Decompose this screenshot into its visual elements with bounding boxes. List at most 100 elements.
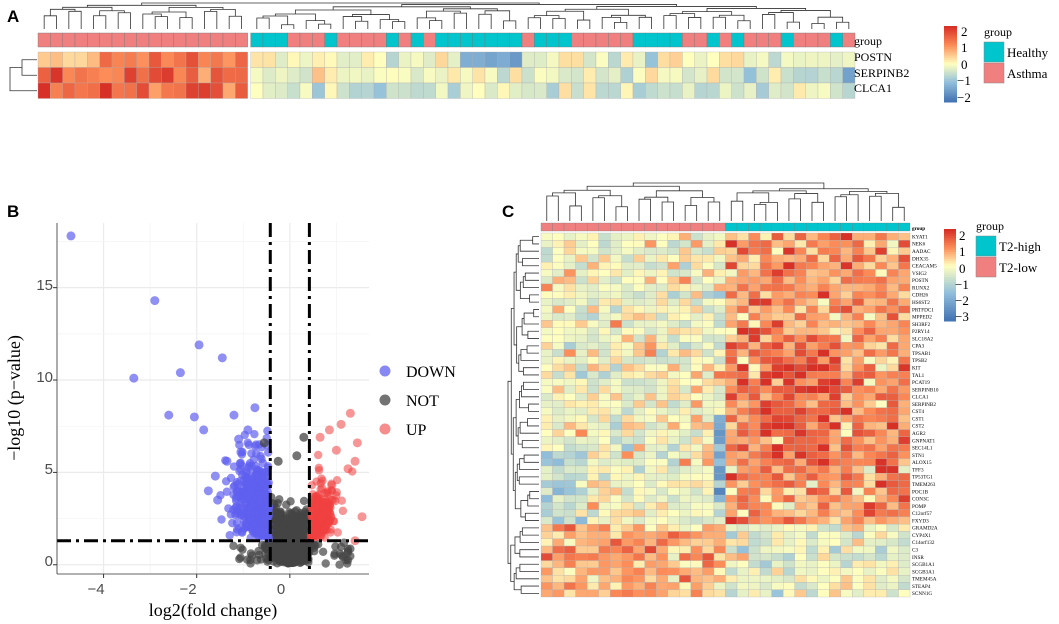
panel-a-cell xyxy=(657,51,671,68)
panel-c-cell xyxy=(610,414,622,423)
panel-b-xtick-neg2: −2 xyxy=(179,581,196,598)
panel-c-cell xyxy=(586,487,599,496)
panel-c-cell xyxy=(725,305,738,314)
panel-c-cell xyxy=(598,575,611,583)
panel-c-cell xyxy=(829,589,841,598)
panel-c-cell xyxy=(863,429,876,437)
panel-a-cell xyxy=(460,67,473,84)
panel-c-cell xyxy=(598,291,611,299)
panel-a-cell xyxy=(743,82,757,99)
panel-a-cell xyxy=(620,82,634,99)
panel-c-cell xyxy=(563,312,576,321)
panel-c-cell xyxy=(817,349,830,357)
panel-c-cell xyxy=(633,524,645,532)
panel-c-cell xyxy=(817,531,830,539)
color-scale-step xyxy=(944,52,957,55)
panel-c-cell xyxy=(575,494,588,503)
panel-c-cell xyxy=(863,356,876,365)
panel-c-cell xyxy=(702,560,715,569)
panel-c-cell xyxy=(806,516,818,525)
panel-c-cell xyxy=(875,414,888,423)
dendrogram-branch xyxy=(519,531,539,543)
panel-c-cell xyxy=(725,589,738,598)
panel-a-annotation-cell xyxy=(324,32,338,48)
panel-c-row-label: AADAC xyxy=(912,249,931,255)
panel-c-row-label: TMEM263 xyxy=(912,482,936,488)
panel-c-cell xyxy=(840,487,853,496)
panel-c-cell xyxy=(644,509,657,518)
panel-c-cell xyxy=(656,400,668,408)
panel-c-cell xyxy=(621,422,634,430)
panel-c-cell xyxy=(898,378,911,387)
panel-b-ytick-0: 0 xyxy=(45,553,53,570)
panel-c-cell xyxy=(771,276,784,285)
panel-c-cell xyxy=(736,436,749,445)
panel-c-cell xyxy=(713,487,726,496)
dendrogram-branch xyxy=(256,17,270,29)
panel-c-cell xyxy=(679,327,692,336)
panel-c-cell xyxy=(794,269,807,277)
panel-c-cell xyxy=(759,567,772,576)
panel-c-cell xyxy=(552,269,565,277)
panel-c-cell xyxy=(690,429,703,437)
panel-c-cell xyxy=(806,371,818,379)
panel-c-cell xyxy=(713,429,726,437)
panel-c-cell xyxy=(621,582,634,590)
color-scale-step xyxy=(944,270,956,274)
panel-c-cell xyxy=(736,334,749,343)
panel-c-cell xyxy=(806,232,818,241)
panel-a-cell xyxy=(185,67,199,84)
panel-c-cell xyxy=(575,422,588,430)
panel-c-cell xyxy=(713,327,726,336)
panel-c-cell xyxy=(829,473,841,481)
panel-c-cell xyxy=(771,487,784,496)
panel-b-point-not xyxy=(273,514,282,523)
panel-c-cell xyxy=(898,385,911,394)
dendrogram-branch xyxy=(638,198,651,221)
panel-c-cell xyxy=(886,232,899,241)
panel-c-cell xyxy=(886,575,899,583)
panel-c-cell xyxy=(806,524,818,532)
panel-c-cell xyxy=(552,436,565,445)
panel-c-cell xyxy=(898,589,911,598)
panel-b-point-down xyxy=(233,525,242,534)
panel-c-cell xyxy=(725,451,738,459)
panel-c-cell xyxy=(771,254,784,263)
panel-a-annotation-cell xyxy=(743,32,757,48)
panel-c-cell xyxy=(886,276,899,285)
panel-c-cell xyxy=(725,480,738,488)
panel-c-cell xyxy=(679,232,692,241)
panel-c-cell xyxy=(575,261,588,270)
panel-c-cell xyxy=(771,342,784,350)
panel-a-cell xyxy=(136,67,150,84)
panel-c-cell xyxy=(875,502,888,510)
panel-a-cell xyxy=(731,82,745,99)
panel-c-annotation-cell xyxy=(575,222,588,232)
panel-a-cell xyxy=(136,51,150,68)
panel-c-cell xyxy=(840,254,853,263)
panel-c-cell xyxy=(633,363,645,372)
panel-b-xlabel: log2(fold change) xyxy=(149,600,277,621)
panel-c-cell xyxy=(852,240,865,248)
panel-c-cell xyxy=(852,480,865,488)
panel-c-cell xyxy=(794,356,807,365)
panel-c-cell xyxy=(713,254,726,263)
panel-b-point-up xyxy=(314,490,323,499)
panel-c-cell xyxy=(725,363,738,372)
panel-c-cell xyxy=(771,494,784,503)
panel-c-cell xyxy=(736,531,749,539)
panel-c-cell xyxy=(575,443,588,452)
panel-c-cell xyxy=(621,502,634,510)
panel-c-cell xyxy=(690,371,703,379)
dendrogram-branch xyxy=(615,206,628,221)
panel-c-cell xyxy=(713,538,726,547)
panel-c-cell xyxy=(552,363,565,372)
panel-c-cell xyxy=(794,240,807,248)
panel-c-cell xyxy=(748,494,761,503)
panel-b-point-not xyxy=(318,547,328,556)
panel-a-cell xyxy=(830,67,843,84)
panel-c-cell xyxy=(759,320,772,328)
panel-c-annotation-cell xyxy=(817,222,830,232)
panel-c-cell xyxy=(736,560,749,569)
panel-c-cell xyxy=(794,327,807,336)
